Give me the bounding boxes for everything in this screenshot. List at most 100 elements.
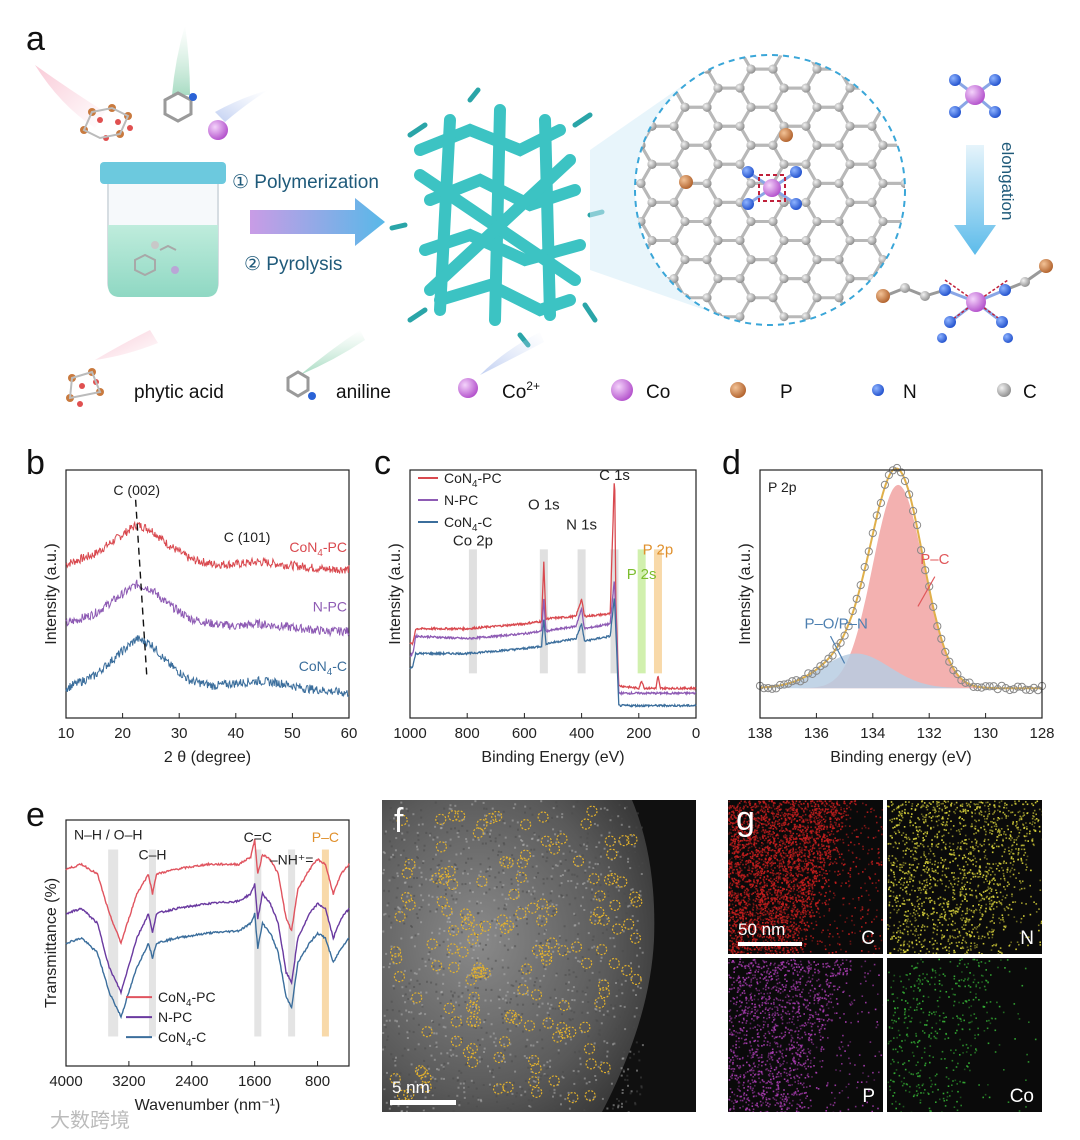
band-label: –NH⁺= (270, 851, 314, 867)
x-axis-label: 2 θ (degree) (164, 749, 251, 766)
single-atom-marker (476, 818, 488, 831)
single-atom-marker (436, 896, 449, 908)
data-point (836, 638, 845, 647)
single-atom-marker (499, 856, 511, 868)
data-point (848, 606, 857, 616)
data-point (768, 684, 777, 693)
annotation-c002: C (002) (113, 482, 160, 498)
single-atom-marker (594, 890, 606, 902)
single-atom-marker (467, 933, 479, 945)
data-point (921, 566, 930, 575)
single-atom-marker (485, 812, 497, 825)
band-label: P–C (312, 829, 339, 845)
ftir-series-line (65, 883, 350, 996)
x-tick-label: 1000 (393, 725, 426, 742)
single-atom-marker (556, 833, 568, 845)
data-point (913, 521, 922, 530)
x-tick-label: 50 (284, 725, 301, 742)
peak-label: P 2p (643, 541, 674, 558)
cobalt-ion-comet (208, 90, 268, 140)
legend-nitrogen: N (903, 382, 917, 403)
watermark: 大数跨境 (50, 1108, 130, 1132)
peak-highlight-band (653, 549, 662, 674)
nitrogen-atom-icon (872, 384, 884, 396)
x-tick-label: 134 (860, 725, 885, 742)
peak-highlight-band (468, 549, 477, 674)
data-point (780, 680, 789, 689)
legend-entry: CoN4-C (444, 514, 492, 534)
x-tick-label: 200 (626, 725, 651, 742)
data-point (1005, 685, 1014, 695)
y-axis-label: Intensity (a.u.) (43, 543, 60, 644)
single-atom-marker (552, 1031, 564, 1043)
band-highlight (321, 849, 329, 1037)
data-point (800, 674, 809, 684)
data-point (840, 631, 849, 640)
ftir-series-line (65, 912, 350, 1020)
single-atom-marker (504, 1012, 516, 1024)
single-atom-marker (479, 920, 492, 932)
process-arrow (250, 198, 385, 246)
x-axis-label: Binding energy (eV) (830, 749, 971, 766)
carbon-atom-icon (997, 383, 1011, 397)
data-point (973, 683, 982, 692)
x-axis-label: Wavenumber (nm⁻¹) (135, 1097, 281, 1114)
single-atom-marker (465, 1001, 478, 1013)
single-atom-marker (583, 1043, 596, 1055)
single-atom-marker (404, 899, 416, 911)
single-atom-marker (466, 1056, 479, 1068)
data-point (953, 670, 962, 679)
x-tick-label: 800 (305, 1073, 330, 1090)
step-polymerization-label: ① Polymerization (232, 172, 379, 193)
data-point (876, 498, 885, 508)
panel-f-letter: f (394, 802, 404, 840)
data-point (997, 681, 1006, 690)
xps-series-line (409, 598, 697, 709)
data-point (933, 622, 942, 631)
single-atom-marker (437, 867, 450, 879)
data-point (868, 529, 877, 538)
single-atom-marker (426, 938, 438, 950)
x-tick-label: 132 (917, 725, 942, 742)
data-point (961, 678, 970, 687)
single-atom-marker (516, 857, 528, 869)
single-atom-marker (468, 1003, 481, 1015)
single-atom-marker (528, 1054, 540, 1067)
single-atom-marker (420, 1081, 432, 1093)
peak-label: Co 2p (453, 533, 493, 550)
peak-label: P 2s (627, 566, 657, 583)
peak-pointer (829, 635, 846, 664)
peak-label: C 1s (599, 467, 630, 484)
xrd-series-line (65, 579, 350, 638)
single-atom-marker (537, 811, 549, 823)
data-point (900, 476, 910, 486)
band-label: C–H (138, 846, 166, 862)
legend-cobalt: Co (646, 382, 670, 403)
single-atom-marker (611, 923, 624, 935)
legend-carbon: C (1023, 382, 1037, 403)
cobalt-ion-icon (458, 332, 544, 398)
data-point (1001, 684, 1010, 693)
data-point (784, 679, 793, 688)
band-highlight (288, 849, 296, 1037)
stem-scale-bar (390, 1100, 456, 1105)
single-atom-marker (493, 1051, 505, 1064)
data-point (764, 684, 773, 693)
data-point (796, 677, 805, 686)
single-atom-marker (607, 872, 619, 885)
panel-b-letter: b (26, 444, 45, 482)
data-point (1013, 682, 1022, 691)
x-tick-label: 40 (227, 725, 244, 742)
x-tick-label: 128 (1029, 725, 1054, 742)
y-axis-label: Intensity (a.u.) (387, 543, 404, 644)
haadf-stem-image: f 5 nm (382, 800, 696, 1112)
single-atom-marker (558, 999, 570, 1012)
single-atom-marker (454, 810, 466, 822)
single-atom-marker (629, 891, 641, 903)
data-point (929, 602, 938, 611)
eds-label-co: Co (1009, 1086, 1034, 1107)
data-point (872, 511, 881, 520)
series-label-con4-c: CoN4-C (299, 658, 347, 678)
band-highlight (148, 849, 156, 1037)
data-point (852, 594, 861, 603)
